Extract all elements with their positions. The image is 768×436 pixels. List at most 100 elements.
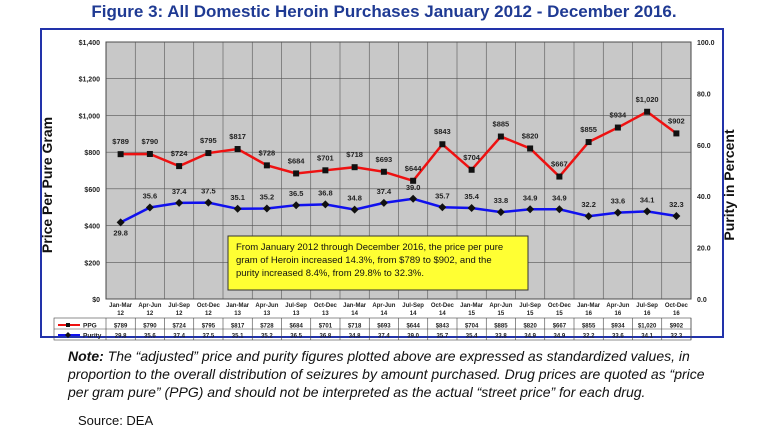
ppg-line [120, 110, 678, 183]
purity-marker [350, 205, 359, 214]
ppg-marker [585, 139, 592, 146]
x-tick-year: 14 [381, 311, 388, 317]
y-axis-label: Price Per Pure Gram [39, 117, 55, 253]
ppg-legend-marker [66, 323, 70, 327]
purity-marker [643, 207, 652, 216]
x-tick-label: Oct-Dec [314, 303, 338, 309]
purity-table-cell: 33.8 [495, 334, 507, 340]
purity-marker [672, 211, 681, 220]
purity-marker [262, 204, 271, 213]
ppg-data-label: $693 [376, 155, 393, 164]
ppg-data-label: $728 [259, 148, 276, 157]
ppg-marker [380, 168, 387, 175]
ppg-marker [410, 177, 417, 184]
y2-tick-label: 80.0 [697, 91, 711, 98]
ppg-table-cell: $728 [260, 324, 274, 330]
purity-table-cell: 32.3 [671, 334, 683, 340]
ppg-marker [322, 167, 329, 174]
x-tick-year: 12 [117, 311, 124, 317]
x-tick-year: 12 [205, 311, 212, 317]
y2-tick-label: 60.0 [697, 143, 711, 150]
purity-marker [379, 198, 388, 207]
x-tick-year: 14 [410, 311, 417, 317]
ppg-data-label: $684 [288, 156, 306, 165]
ppg-data-label: $1,020 [636, 95, 659, 104]
y-tick-label: $0 [92, 297, 100, 304]
x-tick-year: 14 [439, 311, 446, 317]
purity-table-cell: 34.1 [641, 334, 653, 340]
y-tick-label: $800 [84, 150, 100, 157]
gridlines [106, 41, 691, 300]
x-tick-year: 12 [147, 311, 154, 317]
purity-table-cell: 35.1 [232, 334, 244, 340]
purity-data-label: 35.1 [230, 193, 245, 202]
purity-table-cell: 39.0 [407, 334, 419, 340]
ppg-data-label: $789 [112, 137, 129, 146]
x-tick-label: Oct-Dec [197, 303, 221, 309]
ppg-table-cell: $684 [289, 324, 303, 330]
right-axis-ticks: 0.0 20.0 40.0 60.0 80.0 100.0 [697, 40, 715, 304]
ppg-table-cell: $718 [348, 324, 362, 330]
ppg-table-cell: $790 [143, 324, 157, 330]
purity-data-label: 34.1 [640, 195, 655, 204]
purity-legend-label: Purity [83, 333, 102, 340]
ppg-data-label: $902 [668, 116, 685, 125]
y-tick-label: $600 [84, 187, 100, 194]
ppg-table-cell: $1,020 [638, 324, 657, 330]
y2-tick-label: 40.0 [697, 194, 711, 201]
x-tick-label: Apr-Jun [489, 303, 512, 309]
x-tick-year: 16 [644, 311, 651, 317]
purity-table-cell: 34.8 [349, 334, 361, 340]
ppg-marker [146, 150, 153, 157]
y2-axis-label: Purity in Percent [721, 129, 737, 241]
purity-table-cell: 37.4 [173, 334, 185, 340]
x-tick-label: Jan-Mar [343, 303, 367, 309]
purity-data-label: 37.5 [201, 187, 216, 196]
ppg-table-cell: $667 [553, 324, 567, 330]
ppg-table-cell: $704 [465, 324, 479, 330]
y2-tick-label: 100.0 [697, 40, 715, 47]
annotation-text-line: From January 2012 through December 2016,… [236, 242, 503, 253]
annotation-background [227, 235, 529, 291]
purity-table-cell: 32.2 [583, 334, 595, 340]
x-tick-label: Apr-Jun [138, 303, 161, 309]
ppg-marker [468, 166, 475, 173]
purity-data-label: 35.6 [143, 192, 158, 201]
series-layer: $789 $790 $724 $795 $817 $728 $684 $701 $718 $693… [112, 95, 684, 238]
purity-data-label: 34.9 [523, 193, 538, 202]
x-tick-label: Jan-Mar [226, 303, 250, 309]
ppg-table-cell: $820 [523, 324, 537, 330]
figure-title: Figure 3: All Domestic Heroin Purchases … [91, 2, 677, 21]
ppg-table-cell: $701 [319, 324, 333, 330]
y2-tick-label: 20.0 [697, 246, 711, 253]
note: Note: The “adjusted” price and purity fi… [68, 347, 728, 401]
purity-data-label: 35.2 [260, 193, 275, 202]
ppg-marker [176, 163, 183, 170]
ppg-data-label: $718 [346, 150, 363, 159]
annotation-text-line: purity increased 8.4%, from 29.8% to 32.… [236, 268, 424, 279]
x-tick-year: 15 [527, 311, 534, 317]
x-tick-label: Jul-Sep [285, 303, 307, 309]
ppg-marker [673, 130, 680, 137]
purity-marker [467, 204, 476, 213]
purity-table-cell: 36.8 [320, 334, 332, 340]
purity-marker [321, 200, 330, 209]
purity-table-cell: 33.6 [612, 334, 624, 340]
left-axis-ticks: $0 $200 $400 $600 $800 $1,000 $1,200 $1,400 [79, 40, 101, 304]
note-label: Note: [68, 348, 104, 364]
purity-marker [145, 203, 154, 212]
purity-data-label: 33.8 [494, 196, 509, 205]
ppg-data-label: $934 [610, 111, 628, 120]
x-tick-label: Oct-Dec [431, 303, 455, 309]
x-tick-label: Jul-Sep [402, 303, 424, 309]
purity-marker [409, 194, 418, 203]
ppg-marker [556, 173, 563, 180]
x-tick-year: 13 [234, 311, 241, 317]
purity-table-cell: 37.5 [203, 334, 215, 340]
x-tick-year: 13 [264, 311, 271, 317]
purity-marker [526, 205, 535, 214]
x-tick-year: 12 [176, 311, 183, 317]
x-tick-year: 15 [498, 311, 505, 317]
x-tick-year: 13 [293, 311, 300, 317]
ppg-marker [205, 150, 212, 157]
